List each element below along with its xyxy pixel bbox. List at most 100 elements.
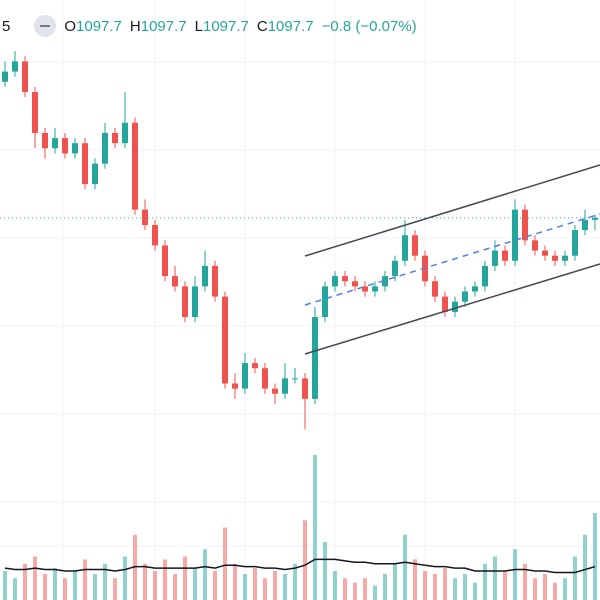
candle-body [192,286,198,318]
candle-body [282,378,288,394]
candle-body [392,260,398,277]
volume-bar [313,455,317,600]
ohlc-label: H [129,17,141,35]
ohlc-value: 1097.7 [140,17,187,35]
volume-bar [353,582,357,600]
volume-bar [43,573,47,600]
volume-bar [343,578,347,600]
volume-bar [293,563,297,600]
candle-body [42,132,48,149]
volume-bar [103,563,107,600]
channel-lower [304,263,600,355]
candle-body [182,286,188,318]
legend: 5 O 1097.7 H 1097.7 L 1097.7 C 1097.7 −0.8 (−0.0… [0,14,417,38]
volume-bar [483,563,487,600]
candle-body [222,296,228,384]
volume-pane [3,455,597,600]
candle-body [212,265,218,297]
volume-bar [553,582,557,600]
ohlc-value: 1097.7 [202,17,249,35]
candles [2,51,598,430]
volume-bar [323,542,327,600]
volume-bar [283,573,287,600]
ohlc-value: 1097.7 [76,17,122,35]
volume-bar [463,573,467,600]
candle-body [272,388,278,394]
candle-body [402,235,408,261]
candle-body [552,255,558,261]
candle-body [432,281,438,297]
volume-bar [433,573,437,600]
candle-body [482,265,488,287]
volume-bar [273,571,277,600]
volume-bar [443,568,447,600]
candle-body [492,250,498,266]
candle-body [362,286,368,292]
volume-bar [583,534,587,600]
volume-bar [53,568,57,600]
candle-body [532,240,538,251]
volume-bar [73,571,77,600]
volume-bar [593,513,597,600]
candle-body [302,378,308,399]
candle-body [242,363,248,389]
volume-bar [473,582,477,600]
volume-bar [153,571,157,600]
volume-bar [23,563,27,600]
volume-bar [143,563,147,600]
candle-body [162,245,168,277]
candle-body [512,209,518,261]
candle-body [462,291,468,302]
volume-bar [233,563,237,600]
candle-body [472,286,478,292]
ohlc-label: L [194,17,203,35]
volume-bar [253,568,257,600]
volume-bar [173,573,177,600]
volume-bar [63,578,67,600]
volume-bar [503,571,507,600]
candle-body [72,143,78,154]
volume-bar [183,556,187,600]
candle-body [352,281,358,287]
volume-bar [163,559,167,600]
volume-bar [513,549,517,600]
volume-bar [573,556,577,600]
volume-bar [193,568,197,600]
candle-body [332,276,338,287]
volume-bar [423,571,427,600]
candle-body [542,250,548,256]
candle-body [572,230,578,256]
candle-body [522,209,528,241]
volume-bar [453,578,457,600]
volume-bar [403,534,407,600]
candle-body [82,143,88,185]
volume-bar [3,571,7,600]
candle-body [22,61,28,93]
channel-middle [304,213,600,306]
volume-bar [83,559,87,600]
candle-body [582,219,588,231]
volume-bar [393,563,397,600]
candle-body [382,276,388,287]
volume-bar [523,563,527,600]
volume-bar [93,573,97,600]
collapse-button[interactable] [34,15,57,37]
volume-bar [13,578,17,600]
candle-body [62,138,68,154]
candle-body [92,163,98,185]
candle-body [322,286,328,318]
candle-body [312,317,318,399]
candle-body [172,276,178,287]
volume-bar [113,578,117,600]
volume-bar [123,556,127,600]
volume-bar [543,573,547,600]
volume-bar [333,571,337,600]
volume-bar [383,573,387,600]
candle-body [452,301,458,312]
candle-body [122,122,128,144]
channel-upper [304,164,600,257]
candle-body [32,92,38,133]
channel [304,164,600,355]
